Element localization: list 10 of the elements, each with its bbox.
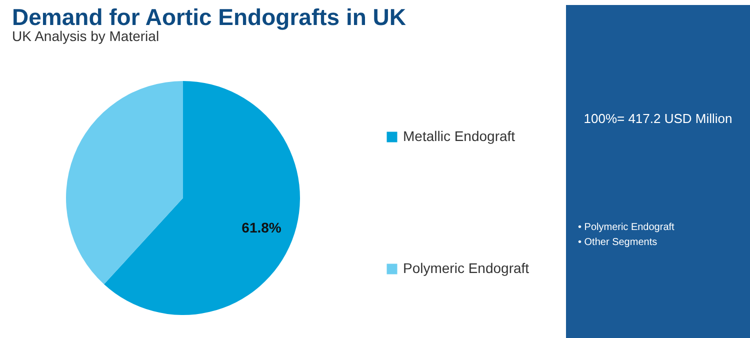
pie-slice [66,81,183,284]
pie-slice [104,81,300,315]
legend-label: Polymeric Endograft [403,260,530,276]
data-label: 61.8% [242,220,282,236]
text: 100%= 417.2 USD Million [584,111,732,126]
chart-title: Demand for Aortic Endografts in UK [12,4,406,30]
text: • Other Segments [578,237,658,248]
text: • Polymeric Endograft [578,222,675,233]
legend-label: Metallic Endograft [403,128,516,144]
chart-subtitle: UK Analysis by Material [12,28,160,44]
